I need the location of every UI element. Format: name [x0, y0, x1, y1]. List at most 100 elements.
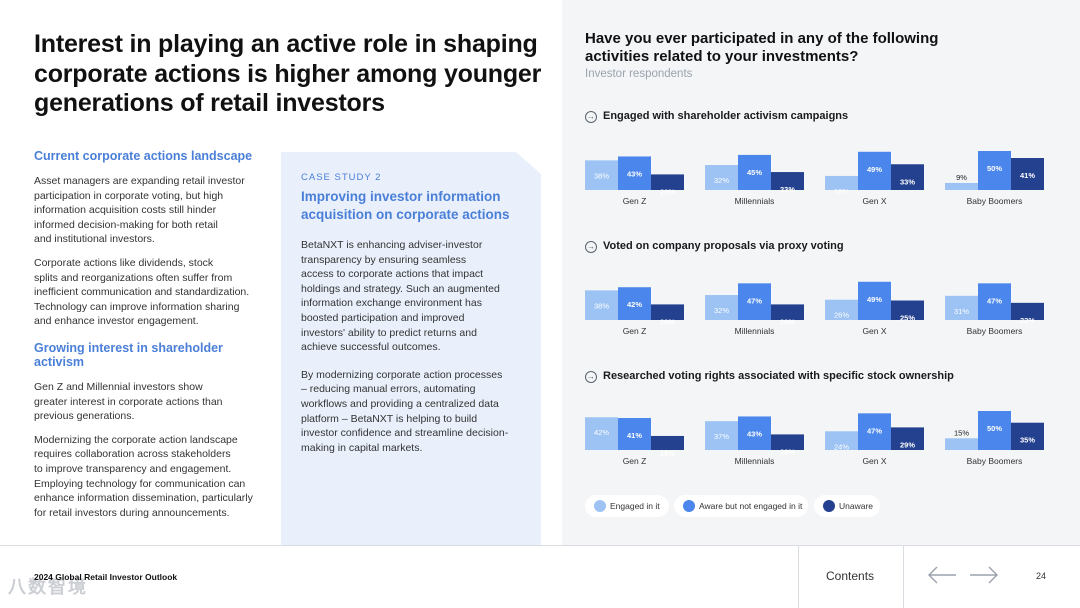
arrow-right-circle-icon: → — [585, 371, 597, 383]
bar-value-label: 47% — [867, 426, 882, 435]
footer-report-title: 2024 Global Retail Investor Outlook — [34, 572, 178, 582]
case-study-paragraph-1: BetaNXT is enhancing adviser-investor tr… — [301, 239, 500, 354]
bar-aware-but-not-engaged-in-it-millennials — [738, 283, 771, 320]
bar-unaware-gen-z — [651, 435, 684, 450]
arrow-right-circle-icon: → — [585, 111, 597, 123]
bar-aware-but-not-engaged-in-it-gen-x — [858, 281, 891, 320]
bar-aware-but-not-engaged-in-it-millennials — [738, 154, 771, 190]
legend-item-aware: Aware but not engaged in it — [674, 495, 808, 517]
case-study-title: Improving investor information acquisiti… — [301, 189, 510, 222]
bar-value-label: 50% — [987, 424, 1002, 433]
legend-swatch-unaware — [823, 500, 835, 512]
bar-engaged-in-it-gen-x — [825, 431, 858, 450]
bar-unaware-baby-boomers — [1011, 158, 1044, 190]
bar-value-label: 47% — [987, 296, 1002, 305]
bar-value-label: 32% — [714, 306, 729, 315]
category-label: Gen Z — [623, 196, 647, 206]
category-label: Gen X — [862, 456, 886, 466]
bar-aware-but-not-engaged-in-it-gen-x — [858, 151, 891, 190]
bar-unaware-gen-x — [891, 300, 924, 320]
arrow-right-circle-icon: → — [585, 241, 597, 253]
bar-unaware-baby-boomers — [1011, 302, 1044, 320]
bar-value-label: 43% — [747, 429, 762, 438]
legend-label: Engaged in it — [610, 501, 660, 511]
arrow-right-icon[interactable] — [968, 565, 1000, 585]
bar-value-label: 23% — [780, 185, 795, 194]
bar-value-label: 38% — [594, 301, 609, 310]
bar-value-label: 45% — [747, 168, 762, 177]
chart-svg: 42% 41% 18% Gen Z 37% 43% 20% Millennials 24% 47%… — [585, 411, 1044, 466]
category-label: Millennials — [735, 326, 775, 336]
right-panel — [562, 0, 1080, 545]
bar-engaged-in-it-gen-x — [825, 299, 858, 320]
bar-value-label: 20% — [660, 187, 675, 196]
arrow-left-icon[interactable] — [926, 565, 958, 585]
bar-value-label: 41% — [1020, 171, 1035, 180]
bar-aware-but-not-engaged-in-it-millennials — [738, 416, 771, 450]
bar-engaged-in-it-millennials — [705, 421, 738, 450]
legend-swatch-engaged — [594, 500, 606, 512]
footer-divider — [0, 545, 1080, 546]
chart-header: → Engaged with shareholder activism camp… — [585, 110, 1055, 126]
case-study-paragraph-2: By modernizing corporate action processe… — [301, 368, 509, 454]
survey-subtitle: Investor respondents — [585, 68, 693, 80]
legend-item-engaged: Engaged in it — [585, 495, 669, 517]
bar-value-label: 26% — [834, 311, 849, 320]
activism-paragraph-1: Gen Z and Millennial investors show grea… — [34, 380, 223, 423]
page-headline: Interest in playing an active role in sh… — [34, 30, 542, 117]
category-label: Gen X — [862, 326, 886, 336]
chart-svg: 38% 43% 20% Gen Z 32% 45% 23% Millennials 18% 49%… — [585, 151, 1044, 206]
contents-link[interactable]: Contents — [826, 569, 875, 583]
chart-header: → Voted on company proposals via proxy v… — [585, 240, 1055, 256]
bar-engaged-in-it-gen-z — [585, 160, 618, 190]
bar-value-label: 33% — [900, 177, 915, 186]
bar-value-label: 37% — [714, 432, 729, 441]
bar-engaged-in-it-millennials — [705, 295, 738, 320]
case-study-content: CASE STUDY 2 Improving investor informat… — [301, 172, 523, 468]
bar-engaged-in-it-gen-z — [585, 290, 618, 320]
bar-value-label: 50% — [987, 164, 1002, 173]
bar-aware-but-not-engaged-in-it-gen-z — [618, 418, 651, 450]
section-title-activism: Growing interest in shareholder activism — [34, 340, 223, 369]
activism-paragraph-2: Modernizing the corporate action landsca… — [34, 433, 253, 519]
watermark-logo: 八数智境 — [8, 577, 88, 597]
bar-unaware-millennials — [771, 172, 804, 190]
category-label: Baby Boomers — [967, 456, 1023, 466]
footer-separator — [798, 546, 799, 608]
page-number: 24 — [1036, 571, 1047, 581]
chart-title: Voted on company proposals via proxy vot… — [603, 240, 844, 252]
bar-value-label: 49% — [867, 165, 882, 174]
category-label: Baby Boomers — [967, 326, 1023, 336]
bar-value-label: 24% — [834, 442, 849, 451]
bar-unaware-millennials — [771, 434, 804, 450]
bar-value-label: 49% — [867, 295, 882, 304]
bar-value-label: 18% — [834, 187, 849, 196]
bar-unaware-gen-x — [891, 427, 924, 450]
category-label: Millennials — [735, 196, 775, 206]
bar-unaware-millennials — [771, 304, 804, 320]
bar-unaware-baby-boomers — [1011, 422, 1044, 450]
bar-value-label: 9% — [956, 173, 967, 182]
footer-separator — [903, 546, 904, 608]
bar-aware-but-not-engaged-in-it-baby-boomers — [978, 151, 1011, 190]
bar-value-label: 25% — [900, 314, 915, 323]
bar-value-label: 29% — [900, 440, 915, 449]
bar-value-label: 42% — [627, 300, 642, 309]
bar-value-label: 42% — [594, 428, 609, 437]
survey-question-title: Have you ever participated in any of the… — [585, 30, 939, 65]
chart-title: Researched voting rights associated with… — [603, 370, 954, 382]
bar-engaged-in-it-baby-boomers — [945, 438, 978, 450]
case-study-kicker: CASE STUDY 2 — [301, 172, 382, 183]
section-title-landscape: Current corporate actions landscape — [34, 149, 253, 163]
chart-svg: 38% 42% 20% Gen Z 32% 47% 20% Millennials 26% 49%… — [585, 281, 1044, 336]
bar-engaged-in-it-gen-z — [585, 417, 618, 450]
chart-voting-rights: → Researched voting rights associated wi… — [585, 370, 1055, 470]
bar-value-label: 41% — [627, 431, 642, 440]
bar-value-label: 20% — [780, 447, 795, 456]
bar-value-label: 20% — [780, 317, 795, 326]
chart-header: → Researched voting rights associated wi… — [585, 370, 1055, 386]
legend-item-unaware: Unaware — [814, 495, 880, 517]
chart-proxy-voting: → Voted on company proposals via proxy v… — [585, 240, 1055, 340]
bar-value-label: 15% — [954, 428, 969, 437]
category-label: Gen Z — [623, 456, 647, 466]
